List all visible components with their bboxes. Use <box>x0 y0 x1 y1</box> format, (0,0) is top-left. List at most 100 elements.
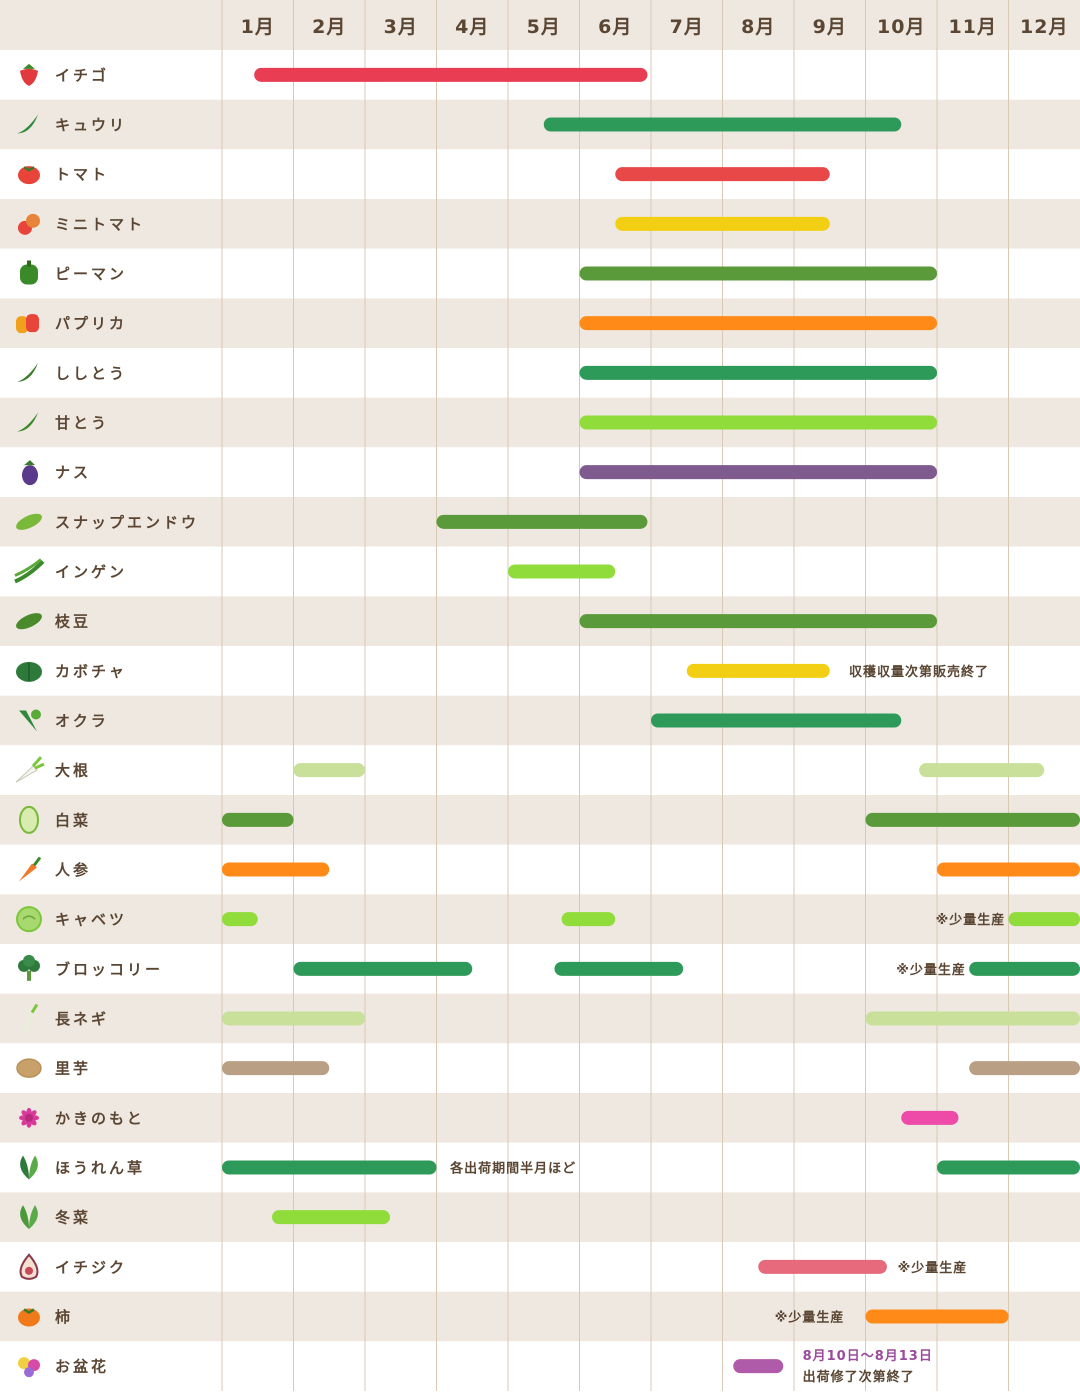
harvest-bar <box>222 863 329 877</box>
harvest-bar <box>733 1359 783 1373</box>
eggplant-icon <box>22 465 38 485</box>
harvest-bar <box>222 1161 437 1175</box>
row-label: お盆花 <box>55 1358 109 1376</box>
harvest-bar <box>937 1161 1080 1175</box>
broccoli-floret-top <box>23 955 35 967</box>
row-label: キュウリ <box>55 116 127 134</box>
annotation-note: 収穫収量次第販売終了 <box>849 664 989 680</box>
harvest-bar <box>615 167 830 181</box>
month-label: 2月 <box>312 16 346 38</box>
row-label: ブロッコリー <box>55 960 163 978</box>
row-label: ミニトマト <box>55 215 145 233</box>
harvest-bar <box>222 1061 329 1075</box>
row-label: かきのもと <box>55 1109 145 1127</box>
month-label: 3月 <box>384 16 418 38</box>
harvest-bar <box>222 912 258 926</box>
harvest-bar <box>554 962 683 976</box>
harvest-bar <box>687 664 830 678</box>
row-label: カボチャ <box>55 662 127 680</box>
harvest-bar <box>294 962 473 976</box>
row-background <box>0 894 1080 944</box>
annotation-note: ※少量生産 <box>898 1260 968 1276</box>
harvest-bar <box>580 416 938 430</box>
harvest-bar <box>580 614 938 628</box>
row-background <box>0 745 1080 795</box>
row-label: 白菜 <box>55 811 91 829</box>
harvest-bar <box>222 1012 365 1026</box>
row-label: 柿 <box>55 1308 73 1326</box>
month-label: 11月 <box>949 16 997 38</box>
cabbage-icon <box>17 907 41 931</box>
harvest-bar <box>758 1260 887 1274</box>
harvest-bar <box>937 863 1080 877</box>
row-label: ナス <box>55 464 91 482</box>
bon-flower-purple <box>24 1367 34 1377</box>
row-label: 甘とう <box>55 414 109 432</box>
month-label: 6月 <box>598 16 632 38</box>
month-label: 4月 <box>455 16 489 38</box>
harvest-bar <box>866 813 1080 827</box>
harvest-bar <box>544 118 902 132</box>
okra-slice <box>31 710 41 720</box>
row-label: 人参 <box>55 861 91 879</box>
harvest-bar <box>919 763 1044 777</box>
month-label: 12月 <box>1020 16 1068 38</box>
harvest-bar <box>901 1111 958 1125</box>
row-label: ピーマン <box>55 265 127 283</box>
napa-cabbage-icon <box>20 807 38 833</box>
row-label: ほうれん草 <box>55 1159 145 1177</box>
harvest-bar <box>222 813 294 827</box>
month-label: 1月 <box>241 16 275 38</box>
harvest-bar <box>562 912 616 926</box>
annotation-note: ※少量生産 <box>936 912 1006 928</box>
harvest-bar <box>866 1012 1080 1026</box>
chrysanthemum-icon <box>25 1114 33 1122</box>
month-label: 8月 <box>741 16 775 38</box>
harvest-bar <box>437 515 648 529</box>
harvest-bar <box>1009 912 1080 926</box>
harvest-bar <box>294 763 366 777</box>
annotation-note: ※少量生産 <box>896 962 966 978</box>
harvest-bar <box>969 1061 1080 1075</box>
broccoli-stem <box>27 971 31 981</box>
harvest-bar <box>580 316 938 330</box>
annotation-note: 出荷修了次第終了 <box>803 1369 915 1385</box>
month-label: 9月 <box>813 16 847 38</box>
annotation-note: 8月10日〜8月13日 <box>803 1349 933 1364</box>
row-background <box>0 696 1080 746</box>
row-label: ししとう <box>55 364 127 382</box>
taro-icon <box>17 1059 41 1077</box>
annotation-note: ※少量生産 <box>775 1310 845 1326</box>
month-label: 10月 <box>877 16 925 38</box>
harvest-bar <box>580 267 938 281</box>
harvest-bar <box>580 465 938 479</box>
row-background <box>0 1043 1080 1093</box>
harvest-bar <box>969 962 1080 976</box>
row-label: インゲン <box>55 563 127 581</box>
row-label: キャベツ <box>55 911 127 929</box>
row-label: スナップエンドウ <box>55 513 199 531</box>
row-label: パプリカ <box>55 315 127 333</box>
row-label: イチゴ <box>55 66 109 84</box>
paprika-second <box>26 314 39 332</box>
harvest-bar <box>272 1210 390 1224</box>
month-label: 5月 <box>527 16 561 38</box>
row-label: 枝豆 <box>55 613 91 631</box>
stem <box>27 261 31 267</box>
fig-inner <box>25 1267 33 1275</box>
harvest-bar <box>580 366 938 380</box>
mini-tomato-second <box>26 214 40 228</box>
harvest-bar <box>508 565 615 579</box>
row-label: トマト <box>55 166 109 184</box>
harvest-bar <box>651 714 901 728</box>
annotation-note: 各出荷期間半月ほど <box>449 1161 576 1177</box>
row-label: 長ネギ <box>55 1010 109 1028</box>
row-label: 大根 <box>55 762 91 780</box>
row-background <box>0 1192 1080 1242</box>
green-pepper-icon <box>20 265 38 285</box>
row-background <box>0 100 1080 150</box>
harvest-bar <box>254 68 647 82</box>
row-background <box>0 845 1080 895</box>
row-label: 里芋 <box>55 1060 91 1078</box>
